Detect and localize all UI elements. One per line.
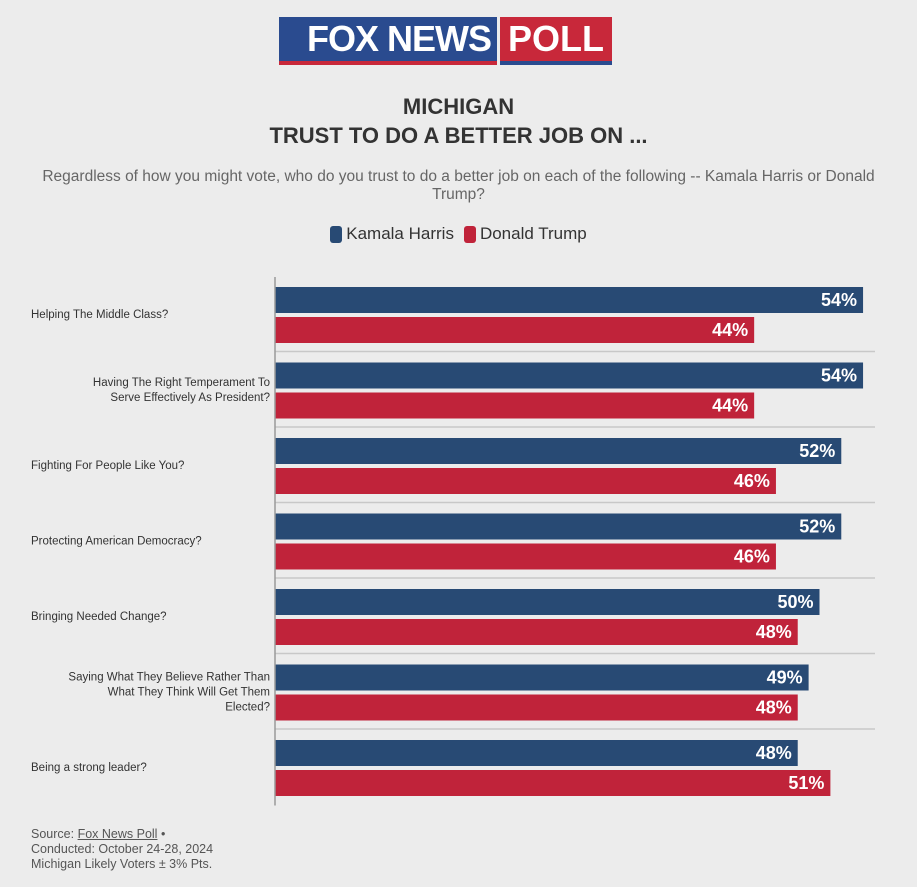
fox-news-poll-logo: FOX NEWS POLL <box>279 17 613 67</box>
bar-trump <box>275 317 755 343</box>
value-label-trump: 44% <box>712 320 748 340</box>
value-label-trump: 46% <box>734 547 770 567</box>
category-label: Saying What They Believe Rather Than What… <box>68 672 270 714</box>
bar-trump <box>275 770 831 796</box>
bar-harris <box>275 740 798 766</box>
category-label: Fighting For People Like You? <box>31 460 184 472</box>
bar-trump <box>275 619 798 645</box>
bar-harris <box>275 664 809 691</box>
title-line-2: TRUST TO DO A BETTER JOB ON ... <box>269 123 648 148</box>
legend-item-harris: Kamala Harris <box>330 224 454 244</box>
logo-poll: POLL <box>500 17 613 65</box>
category-label: Helping The Middle Class? <box>31 309 168 321</box>
bar-harris <box>275 513 842 540</box>
value-label-harris: 48% <box>756 743 792 763</box>
bar-harris <box>275 362 864 389</box>
bar-harris <box>275 438 842 464</box>
conducted-dates: Conducted: October 24-28, 2024 <box>31 842 214 856</box>
sample-info: Michigan Likely Voters ± 3% Pts. <box>31 857 213 871</box>
title-line-1: MICHIGAN <box>402 94 515 119</box>
value-label-trump: 48% <box>756 622 792 642</box>
bar-trump <box>275 543 776 570</box>
value-label-harris: 52% <box>799 441 835 461</box>
bar-trump <box>275 694 798 721</box>
category-label: Having The Right Temperament To Serve Eff… <box>93 377 270 404</box>
chart-title: MICHIGAN TRUST TO DO A BETTER JOB ON ... <box>0 92 917 150</box>
legend-item-trump: Donald Trump <box>463 224 587 244</box>
bullet: • <box>160 827 166 841</box>
value-label-trump: 51% <box>788 773 824 793</box>
bar-harris <box>275 287 864 313</box>
category-label: Being a strong leader? <box>31 762 147 774</box>
value-label-trump: 48% <box>756 698 792 718</box>
value-label-harris: 54% <box>821 366 857 386</box>
value-label-harris: 54% <box>821 290 857 310</box>
footer: Source: Fox News Poll • Conducted: Octob… <box>31 827 213 872</box>
chart-subtitle: Regardless of how you might vote, who do… <box>42 168 875 203</box>
logo-fox-news: FOX NEWS <box>279 17 498 65</box>
legend-label-harris: Kamala Harris <box>346 224 454 243</box>
legend-swatch-harris <box>330 225 343 243</box>
legend-swatch-trump <box>463 225 476 243</box>
value-label-trump: 44% <box>712 396 748 416</box>
category-label: Bringing Needed Change? <box>31 611 167 623</box>
source-label: Source: <box>31 827 75 841</box>
legend-label-trump: Donald Trump <box>479 224 587 243</box>
bar-harris <box>275 589 820 615</box>
value-label-harris: 50% <box>777 592 813 612</box>
legend: Kamala Harris Donald Trump <box>0 224 917 244</box>
value-label-trump: 46% <box>734 471 770 491</box>
bar-trump <box>275 392 755 419</box>
value-label-harris: 49% <box>767 668 803 688</box>
bar-trump <box>275 468 776 494</box>
value-label-harris: 52% <box>799 517 835 537</box>
category-label: Protecting American Democracy? <box>31 536 202 548</box>
source-link[interactable]: Fox News Poll <box>77 827 158 841</box>
